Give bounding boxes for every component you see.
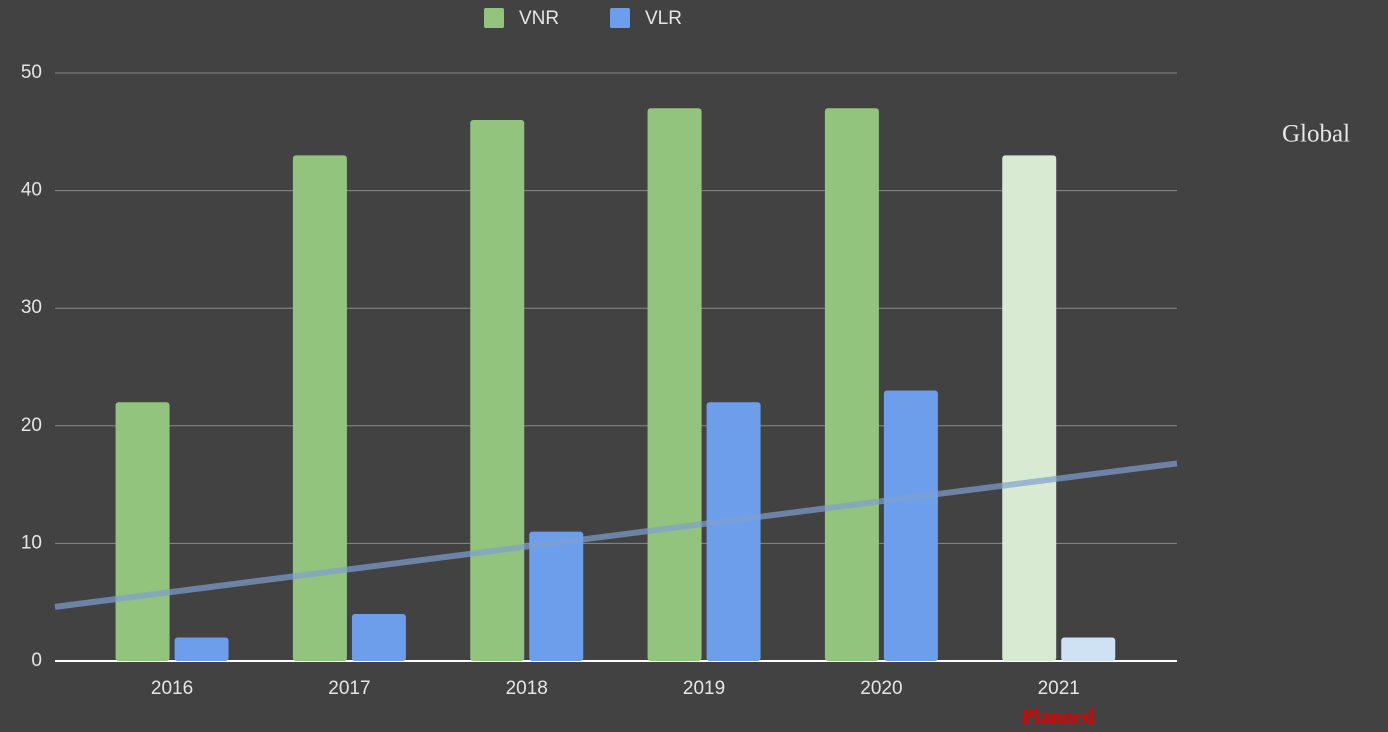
bar [1061,637,1116,661]
legend-label: VNR [519,8,559,29]
y-tick-label: 10 [21,532,42,553]
y-tick-label: 50 [21,62,42,83]
bar [529,531,584,661]
x-tick-label: 2021 [1038,678,1080,699]
bar [115,402,170,661]
y-tick-label: 30 [21,297,42,318]
x-tick-label: 2016 [151,678,193,699]
legend-swatch [484,8,504,28]
bar [824,108,879,661]
bar [883,390,938,661]
annotation: Planned [1021,704,1095,728]
y-tick-label: 0 [31,650,42,671]
bar [647,108,702,661]
bar [292,155,347,661]
legend-label: VLR [645,8,682,29]
side-label: Global [1282,121,1350,148]
legend-swatch [610,8,630,28]
y-tick-label: 20 [21,415,42,436]
x-tick-label: 2020 [860,678,902,699]
bar [351,613,406,661]
x-tick-label: 2017 [328,678,370,699]
bar [174,637,229,661]
trendline [54,460,1178,610]
x-tick-label: 2018 [506,678,548,699]
x-tick-label: 2019 [683,678,725,699]
bar [1002,155,1057,661]
y-tick-label: 40 [21,180,42,201]
bar [706,402,761,661]
bar [470,120,525,662]
